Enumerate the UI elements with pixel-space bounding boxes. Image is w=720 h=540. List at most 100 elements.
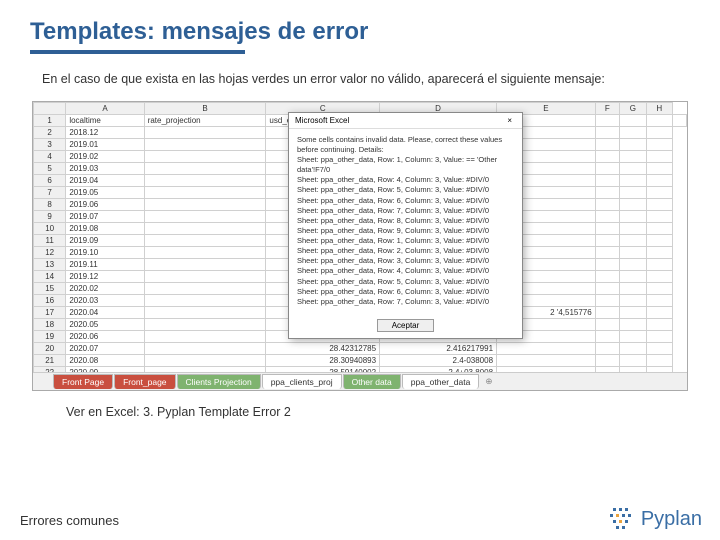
cell (619, 138, 646, 150)
error-line: Sheet: ppa_other_data, Row: 5, Column: 3… (297, 277, 514, 287)
cell (646, 186, 672, 198)
error-line: Sheet: ppa_other_data, Row: 6, Column: 3… (297, 196, 514, 206)
cell (619, 246, 646, 258)
cell (144, 306, 266, 318)
row-num: 20 (34, 342, 66, 354)
desc-part-b: en las hojas verdes un error valor no vá… (182, 72, 421, 86)
cell (595, 150, 619, 162)
row-num: 15 (34, 282, 66, 294)
cell (144, 282, 266, 294)
footer-text: Errores comunes (20, 513, 119, 528)
cell (646, 318, 672, 330)
cell: 2019.02 (66, 150, 144, 162)
cell (595, 282, 619, 294)
accept-button[interactable]: Aceptar (377, 319, 435, 332)
row-num: 17 (34, 306, 66, 318)
cell (646, 342, 672, 354)
cell (144, 234, 266, 246)
col-header (34, 102, 66, 114)
sheet-tab[interactable]: ppa_other_data (402, 374, 480, 389)
cell: localtime (66, 114, 144, 126)
row-num: 6 (34, 174, 66, 186)
cell: 2020.04 (66, 306, 144, 318)
row-num: 18 (34, 318, 66, 330)
sheet-tab[interactable]: Front Page (53, 374, 113, 389)
cell (595, 330, 619, 342)
desc-part-a: En el caso de que exista (42, 72, 182, 86)
caption-prefix: Ver en Excel: (66, 405, 143, 419)
col-header: A (66, 102, 144, 114)
row-num: 12 (34, 246, 66, 258)
cell: 2019.01 (66, 138, 144, 150)
cell: 2019.12 (66, 270, 144, 282)
cell (595, 306, 619, 318)
slide-title: Templates: mensajes de error (30, 18, 690, 46)
cell: 2019.04 (66, 174, 144, 186)
cell (646, 150, 672, 162)
cell (646, 306, 672, 318)
cell (619, 282, 646, 294)
add-sheet-icon[interactable]: ⊕ (480, 374, 497, 389)
cell (619, 126, 646, 138)
row-num: 8 (34, 198, 66, 210)
logo-icon (609, 506, 635, 532)
cell (646, 282, 672, 294)
cell (646, 198, 672, 210)
error-line: Sheet: ppa_other_data, Row: 6, Column: 3… (297, 287, 514, 297)
error-line: Sheet: ppa_other_data, Row: 1, Column: 3… (297, 236, 514, 246)
dialog-intro: Some cells contains invalid data. Please… (297, 135, 514, 155)
sheet-tabs: Front PageFront_pageClients Projectionpp… (33, 372, 687, 390)
cell (595, 162, 619, 174)
cell (619, 306, 646, 318)
cell (144, 342, 266, 354)
sheet-tab[interactable]: Front_page (114, 374, 175, 389)
cell (646, 294, 672, 306)
cell (646, 138, 672, 150)
row-num: 16 (34, 294, 66, 306)
sheet-tab[interactable]: Clients Projection (177, 374, 261, 389)
cell (646, 174, 672, 186)
cell: 2019.09 (66, 234, 144, 246)
cell (497, 354, 596, 366)
description: En el caso de que exista en las hojas ve… (42, 70, 678, 89)
row-num: 9 (34, 210, 66, 222)
row-num: 19 (34, 330, 66, 342)
cell: 2020.05 (66, 318, 144, 330)
cell (144, 222, 266, 234)
cell (595, 138, 619, 150)
cell: 28.30940893 (266, 354, 380, 366)
error-line: Sheet: ppa_other_data, Row: 1, Column: 3… (297, 155, 514, 175)
cell (595, 258, 619, 270)
cell: 28.42312785 (266, 342, 380, 354)
cell (144, 330, 266, 342)
title-underline (30, 50, 245, 54)
cell: 2019.10 (66, 246, 144, 258)
close-icon[interactable]: × (503, 116, 516, 125)
cell: 2020.08 (66, 354, 144, 366)
cell (595, 186, 619, 198)
cell (672, 114, 686, 126)
cell (646, 162, 672, 174)
error-line: Sheet: ppa_other_data, Row: 8, Column: 3… (297, 216, 514, 226)
row-num: 4 (34, 150, 66, 162)
row-num: 7 (34, 186, 66, 198)
cell: 2019.07 (66, 210, 144, 222)
col-header: G (619, 102, 646, 114)
row-num: 3 (34, 138, 66, 150)
cell (619, 174, 646, 186)
sheet-tab[interactable]: ppa_clients_proj (262, 374, 342, 389)
cell (144, 186, 266, 198)
cell: 2019.06 (66, 198, 144, 210)
cell: 2020.03 (66, 294, 144, 306)
cell (595, 342, 619, 354)
error-line: Sheet: ppa_other_data, Row: 7, Column: 3… (297, 206, 514, 216)
error-dialog: Microsoft Excel × Some cells contains in… (288, 112, 523, 339)
error-line: Sheet: ppa_other_data, Row: 9, Column: 3… (297, 226, 514, 236)
cell: 2019.11 (66, 258, 144, 270)
pyplan-logo: Pyplan (609, 506, 702, 532)
dialog-buttons: Aceptar (289, 313, 522, 338)
cell (144, 318, 266, 330)
cell (646, 258, 672, 270)
cell (619, 186, 646, 198)
sheet-tab[interactable]: Other data (343, 374, 401, 389)
